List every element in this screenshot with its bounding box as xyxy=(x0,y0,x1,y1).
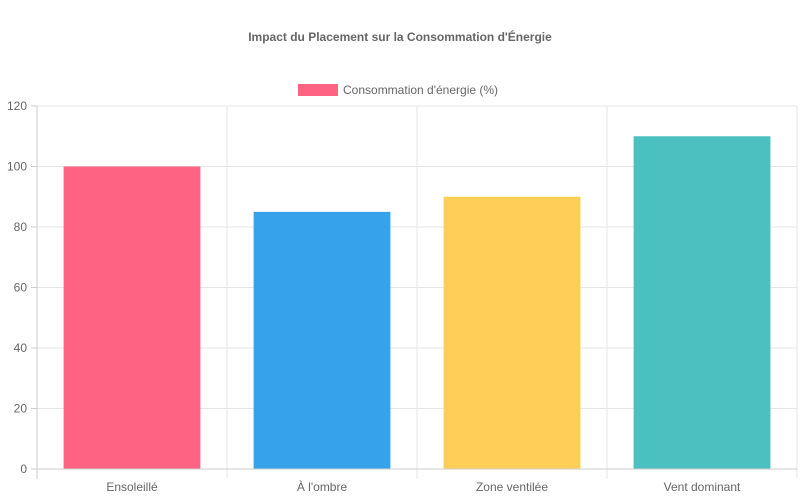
y-axis-ticks: 0 20 40 60 80 100 120 xyxy=(7,99,37,476)
axes xyxy=(31,106,797,479)
y-tick-label: 40 xyxy=(14,341,28,355)
x-tick-label: Zone ventilée xyxy=(476,480,548,494)
bar[interactable] xyxy=(443,196,581,469)
chart-title: Impact du Placement sur la Consommation … xyxy=(248,29,552,44)
legend-label: Consommation d'énergie (%) xyxy=(343,83,498,97)
y-tick-label: 120 xyxy=(7,99,27,113)
bar[interactable] xyxy=(253,211,391,469)
legend-swatch xyxy=(298,84,338,96)
x-axis-ticks: Ensoleillé À l'ombre Zone ventilée Vent dom… xyxy=(106,479,741,494)
x-tick-label: Vent dominant xyxy=(664,480,741,494)
bars xyxy=(63,136,771,470)
bar[interactable] xyxy=(63,166,201,470)
x-tick-label: À l'ombre xyxy=(297,479,348,494)
y-tick-label: 80 xyxy=(14,220,28,234)
y-tick-label: 60 xyxy=(14,281,28,295)
bar[interactable] xyxy=(633,136,771,469)
x-tick-label: Ensoleillé xyxy=(106,480,158,494)
y-tick-label: 100 xyxy=(7,160,27,174)
legend[interactable]: Consommation d'énergie (%) xyxy=(298,83,498,97)
y-tick-label: 0 xyxy=(20,462,27,476)
y-tick-label: 20 xyxy=(14,402,28,416)
